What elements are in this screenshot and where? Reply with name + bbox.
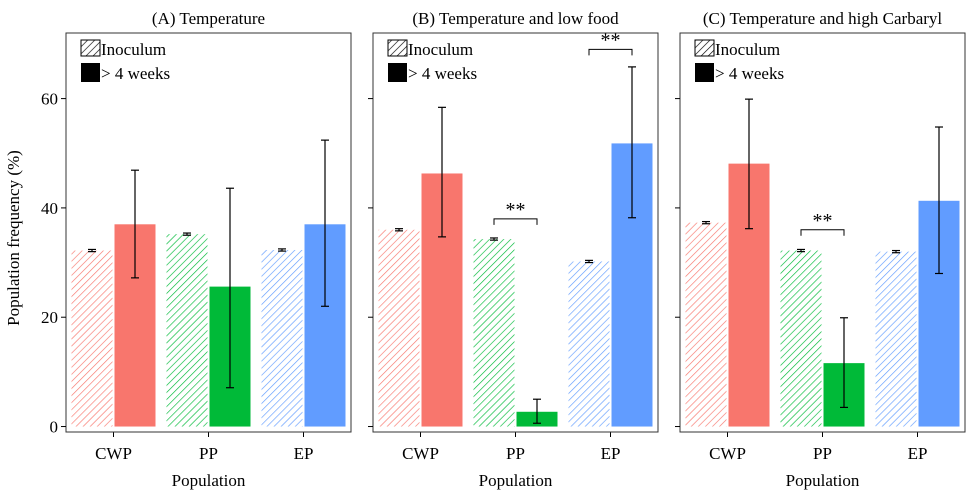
legend-label-weeks: > 4 weeks <box>101 64 170 83</box>
legend: Inoculum > 4 weeks <box>80 39 170 83</box>
x-tick-label: CWP <box>95 444 132 463</box>
error-bar <box>88 248 96 253</box>
legend: Inoculum > 4 weeks <box>694 39 784 83</box>
inoculum-bar-cwp <box>71 250 113 427</box>
legend-swatch-inoculum <box>387 39 408 57</box>
error-bar <box>628 66 636 219</box>
panel-title: (C) Temperature and high Carbaryl <box>703 9 943 28</box>
y-tick-label: 20 <box>41 308 58 327</box>
error-bar <box>840 317 848 409</box>
significance-label: ** <box>506 199 526 221</box>
legend-label-inoculum: Inoculum <box>101 40 166 59</box>
error-bar <box>395 228 403 232</box>
error-bar <box>226 187 234 389</box>
error-bar <box>797 248 805 253</box>
inoculum-bar-pp <box>473 239 515 427</box>
panel-frame <box>679 32 966 433</box>
legend-swatch-weeks <box>81 63 100 82</box>
panel-b: (B) Temperature and low food CWP PP EP ** ** I… <box>368 9 659 490</box>
legend-swatch-weeks <box>695 63 714 82</box>
y-tick-label: 0 <box>50 418 59 437</box>
error-bar <box>183 232 191 236</box>
panel-frame <box>372 32 659 433</box>
inoculum-bar-cwp <box>378 229 420 427</box>
error-bar <box>490 237 498 241</box>
inoculum-bar-ep <box>261 249 303 427</box>
panel-a: (A) Temperature CWP PP EP 0 20 40 60 Inoculum > 4… <box>41 9 352 490</box>
significance-bracket: ** <box>493 199 538 225</box>
x-tick-label: EP <box>601 444 621 463</box>
legend-label-inoculum: Inoculum <box>408 40 473 59</box>
x-tick-label: EP <box>294 444 314 463</box>
x-tick-label: EP <box>908 444 928 463</box>
x-tick-label: CWP <box>709 444 746 463</box>
panel-c: (C) Temperature and high Carbaryl CWP PP EP… <box>675 9 966 490</box>
inoculum-bar-cwp <box>685 222 727 427</box>
panel-frame <box>65 32 352 433</box>
y-tick-label: 60 <box>41 90 58 109</box>
panel-title: (A) Temperature <box>152 9 265 28</box>
error-bar <box>321 139 329 307</box>
error-bar <box>585 259 593 264</box>
significance-bracket: ** <box>588 29 633 56</box>
y-axis-title: Population frequency (%) <box>4 150 23 326</box>
significance-label: ** <box>601 29 621 51</box>
error-bar <box>533 398 541 424</box>
error-bar <box>745 98 753 230</box>
inoculum-bar-pp <box>166 234 208 427</box>
x-tick-label: PP <box>199 444 218 463</box>
x-tick-label: PP <box>506 444 525 463</box>
error-bar <box>278 248 286 252</box>
inoculum-bar-pp <box>780 250 822 427</box>
y-tick-label: 40 <box>41 199 58 218</box>
panels: (A) Temperature CWP PP EP 0 20 40 60 Inoculum > 4… <box>41 9 966 490</box>
x-axis-title: Population <box>786 471 860 490</box>
inoculum-bar-ep <box>568 261 610 427</box>
legend-swatch-inoculum <box>80 39 101 57</box>
error-bar <box>131 169 139 279</box>
legend-swatch-inoculum <box>694 39 715 57</box>
significance-bracket: ** <box>800 210 845 236</box>
x-tick-label: PP <box>813 444 832 463</box>
x-axis-title: Population <box>172 471 246 490</box>
inoculum-bar-ep <box>875 251 917 427</box>
legend-swatch-weeks <box>388 63 407 82</box>
error-bar <box>892 249 900 254</box>
legend-label-inoculum: Inoculum <box>715 40 780 59</box>
error-bar <box>702 220 710 225</box>
x-tick-label: CWP <box>402 444 439 463</box>
error-bar <box>438 106 446 238</box>
error-bar <box>935 126 943 275</box>
legend: Inoculum > 4 weeks <box>387 39 477 83</box>
legend-label-weeks: > 4 weeks <box>715 64 784 83</box>
panel-title: (B) Temperature and low food <box>412 9 619 28</box>
legend-label-weeks: > 4 weeks <box>408 64 477 83</box>
significance-label: ** <box>813 210 833 232</box>
x-axis-title: Population <box>479 471 553 490</box>
